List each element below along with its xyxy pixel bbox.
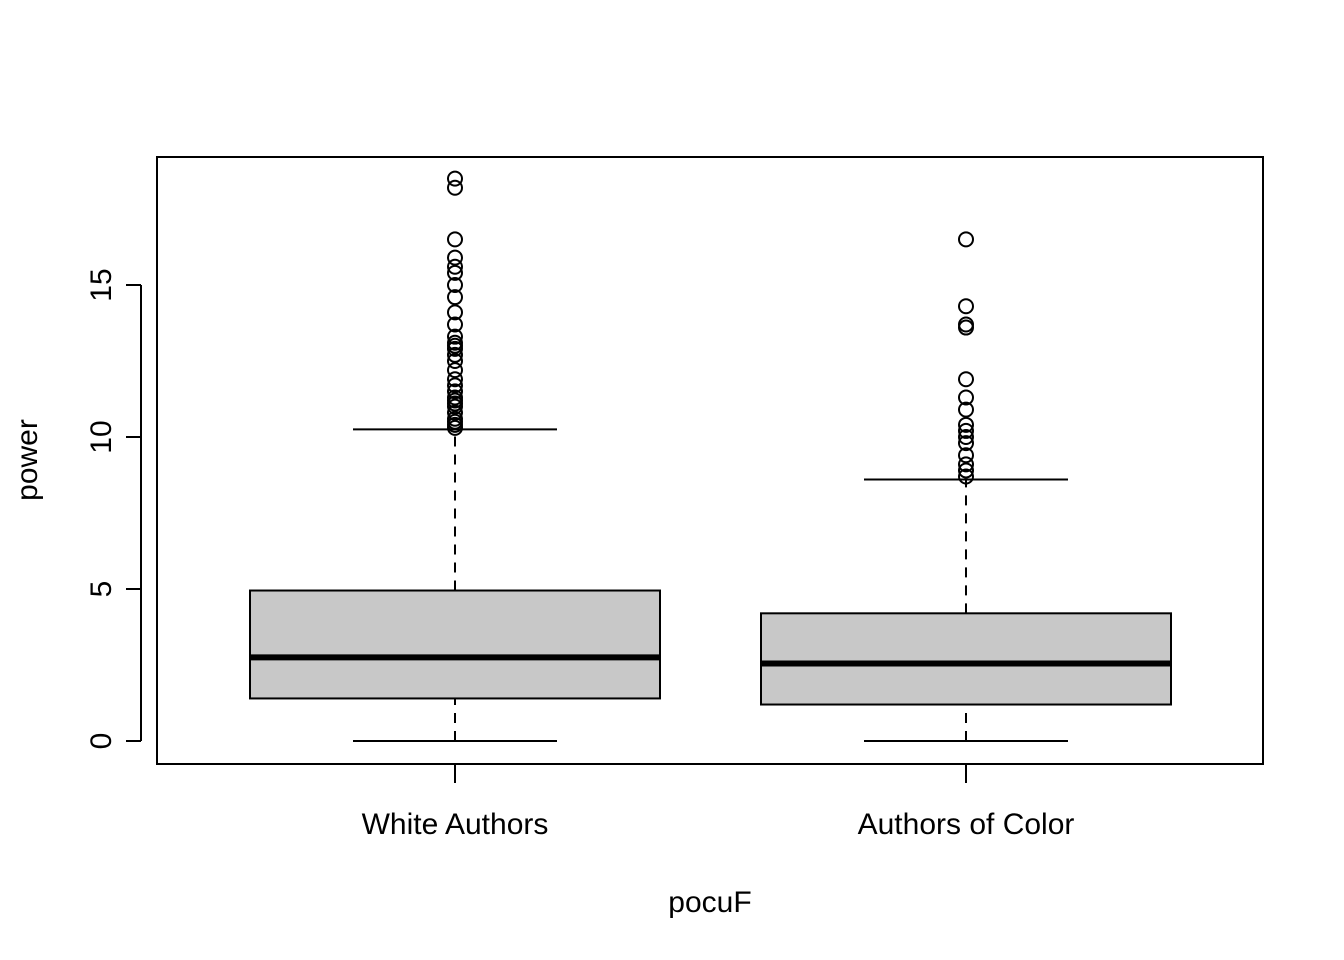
outlier-point [958, 389, 974, 406]
outlier-point [958, 401, 974, 418]
outlier-point [447, 410, 463, 427]
outlier-point [447, 353, 463, 369]
outlier-point [447, 249, 463, 266]
outlier-point [447, 383, 463, 400]
x-tick-label: White Authors [362, 808, 549, 841]
outlier-point [958, 422, 974, 439]
y-tick-label: 5 [85, 581, 118, 598]
outlier-point [447, 316, 463, 333]
outlier-point [958, 416, 974, 433]
outlier-point [958, 447, 974, 464]
outlier-point [447, 289, 463, 306]
x-axis: White Authors Authors of Color [362, 764, 1075, 841]
outlier-point [958, 371, 974, 388]
outlier-point [447, 258, 463, 275]
y-tick-label: 0 [85, 733, 118, 750]
iqr-box [249, 589, 661, 700]
box-group [249, 170, 661, 742]
outlier-point [447, 404, 463, 421]
outlier-point [447, 389, 463, 406]
y-axis: 0 5 10 15 [85, 268, 142, 750]
outlier-point [958, 468, 974, 485]
outlier-point [447, 170, 463, 187]
boxes-layer [249, 170, 1172, 742]
outlier-point [447, 231, 463, 248]
outlier-point [447, 377, 463, 394]
y-axis-title: power [11, 419, 44, 501]
outlier-point [447, 334, 463, 351]
outlier-point [447, 304, 463, 321]
outlier-point [958, 298, 974, 315]
x-tick-label: Authors of Color [858, 808, 1075, 841]
outlier-point [447, 328, 463, 345]
iqr-box [760, 612, 1172, 706]
outlier-point [447, 277, 463, 293]
x-axis-title: pocuF [668, 886, 751, 919]
outlier-point [958, 435, 974, 452]
outlier-point [958, 456, 974, 473]
outlier-point [958, 429, 974, 445]
outlier-point [447, 264, 463, 281]
box-group [760, 231, 1172, 742]
outlier-point [447, 346, 463, 363]
y-tick-label: 15 [85, 268, 118, 301]
plot-frame [156, 156, 1264, 765]
outlier-point [447, 362, 463, 379]
outlier-point [958, 462, 974, 479]
outlier-point [958, 316, 974, 333]
outlier-point [447, 179, 463, 196]
outlier-point [958, 231, 974, 248]
outlier-point [447, 371, 463, 388]
y-tick-label: 10 [85, 420, 118, 453]
